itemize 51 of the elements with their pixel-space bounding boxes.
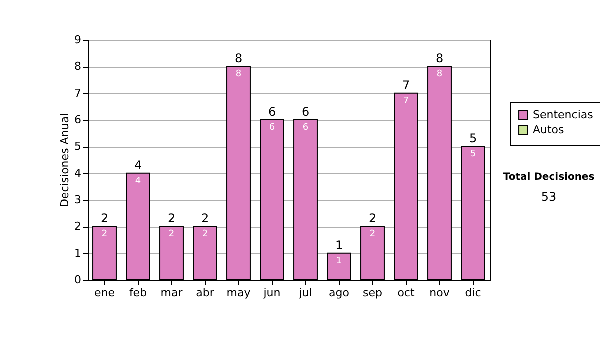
x-tick-label: mar [160,286,184,300]
x-tick-label: jul [298,286,312,300]
data-label: 1 [336,256,342,266]
x-tick-label: sep [363,286,383,300]
data-label: 8 [436,70,443,80]
total-label: 6 [268,105,276,119]
data-label: 6 [269,123,276,133]
total-label: 2 [368,212,377,226]
x-tick-label: nov [430,286,450,300]
x-tick-label: dic [465,286,482,300]
y-tick-label: 0 [74,274,82,286]
total-label: 2 [100,212,109,226]
total-label: 8 [436,52,444,66]
text: 53 [540,190,558,204]
y-tick-label: 3 [74,194,82,206]
y-tick-label: 4 [74,166,82,180]
total-label: 5 [469,132,478,146]
data-label: 2 [202,230,208,240]
data-label: 2 [370,230,376,240]
x-tick-label: may [226,286,252,300]
x-tick-label: feb [129,286,148,300]
data-label: 6 [302,123,309,133]
y-axis-title: Decisiones Anual [58,113,72,208]
y-tick-label: 9 [74,34,82,46]
y-tick-label: 6 [74,114,82,126]
y-tick-label: 2 [74,220,82,234]
total-label: 1 [335,238,344,252]
y-tick-label: 8 [74,60,82,74]
data-label: 2 [102,230,108,240]
x-tick-label: jun [262,286,281,300]
data-label: 4 [135,176,142,186]
data-label: 2 [168,230,175,240]
x-tick-label: ago [329,286,350,300]
total-label: 2 [201,212,210,226]
total-label: 8 [234,52,243,66]
data-label: 8 [236,70,242,80]
total-label: 4 [134,158,142,172]
data-label: 7 [403,96,410,106]
total-label: 6 [302,105,310,119]
total-label: 2 [168,212,176,226]
total-label: 7 [402,78,410,92]
y-tick-label: 5 [74,140,82,154]
x-tick-label: abr [196,286,215,300]
x-tick-label: oct [398,286,416,300]
legend-label: Sentencias [533,108,594,122]
x-tick-label: ene [94,286,116,300]
y-tick-label: 7 [74,86,82,100]
legend-label: Autos [533,124,565,136]
data-label: 5 [470,150,476,160]
text: Total Decisiones [502,172,596,183]
y-tick-label: 1 [74,246,82,260]
